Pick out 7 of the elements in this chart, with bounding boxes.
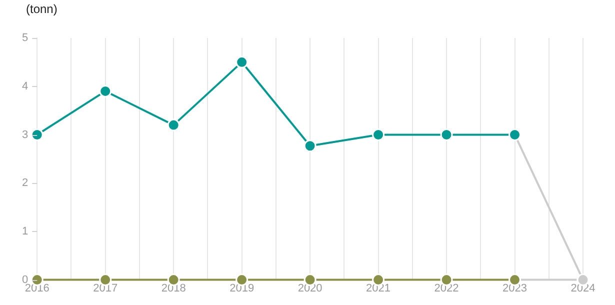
y-tick-label: 5	[22, 32, 28, 44]
y-tick-label: 2	[22, 177, 28, 190]
y-tick-label: 1	[22, 225, 28, 238]
y-tick-label: 3	[22, 128, 28, 141]
y-axis-title: (tonn)	[26, 2, 58, 16]
y-tick-label: 0	[22, 274, 28, 286]
y-tick-label: 4	[22, 80, 28, 92]
